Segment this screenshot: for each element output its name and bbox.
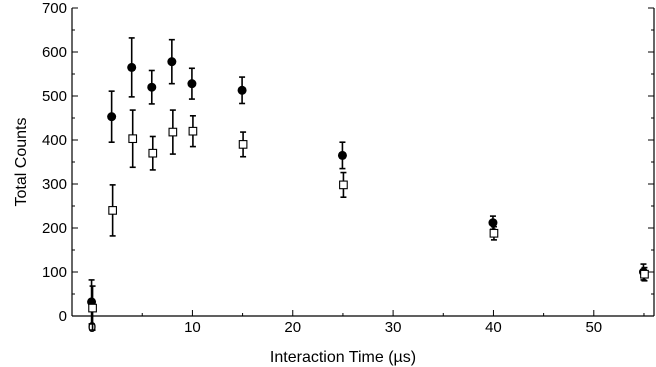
series-1: [88, 109, 649, 331]
data-point: [148, 148, 158, 158]
x-axis-title: Interaction Time (µs): [270, 349, 416, 366]
x-tick-label-40: 40: [485, 319, 502, 336]
data-point: [168, 127, 178, 137]
data-point: [237, 85, 247, 95]
x-tick-label-20: 20: [284, 319, 301, 336]
data-point: [127, 62, 137, 72]
y-tick-label-600: 600: [42, 44, 67, 61]
data-point: [187, 79, 197, 89]
y-tick-label-0: 0: [59, 308, 67, 325]
data-marks: [87, 37, 649, 331]
series-0: [87, 37, 648, 325]
y-tick-label-200: 200: [42, 220, 67, 237]
data-point: [167, 57, 177, 67]
data-point: [108, 206, 117, 215]
data-point: [488, 218, 498, 228]
y-tick-label-500: 500: [42, 88, 67, 105]
y-tick-label-700: 700: [42, 0, 67, 17]
data-point: [188, 126, 198, 136]
data-point: [640, 269, 649, 279]
y-tick-label-300: 300: [42, 176, 67, 193]
y-tick-label-400: 400: [42, 132, 67, 149]
x-tick-label-50: 50: [585, 319, 602, 336]
y-axis-title: Total Counts: [13, 118, 30, 207]
data-point: [238, 140, 248, 149]
ticks: 010020030040050060070001020304050: [42, 0, 654, 336]
y-tick-label-100: 100: [42, 264, 67, 281]
data-point: [128, 134, 138, 144]
axes: [71, 8, 655, 317]
data-point: [147, 82, 157, 92]
data-point: [337, 150, 347, 160]
data-point: [489, 228, 499, 238]
x-tick-label-10: 10: [184, 319, 201, 336]
data-point: [88, 303, 97, 313]
data-point: [339, 180, 348, 190]
data-point: [107, 112, 117, 122]
x-tick-label-30: 30: [385, 319, 402, 336]
